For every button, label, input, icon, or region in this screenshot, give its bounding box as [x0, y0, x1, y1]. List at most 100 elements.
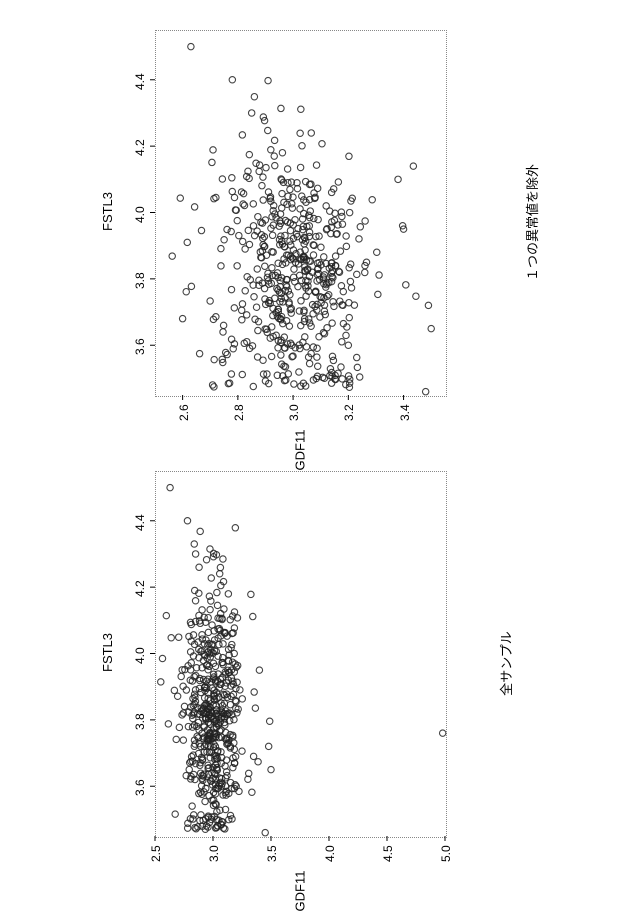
scatter-point	[268, 353, 274, 359]
scatter-point	[209, 159, 215, 165]
scatter-point	[251, 94, 257, 100]
scatter-point	[202, 798, 208, 804]
scatter-point	[318, 244, 324, 250]
scatter-point	[298, 322, 304, 328]
scatter-point	[239, 317, 245, 323]
scatter-point	[205, 629, 211, 635]
scatter-point	[189, 803, 195, 809]
scatter-point	[298, 298, 304, 304]
scatter-point	[217, 564, 223, 570]
ytick-label: 4.2	[133, 139, 147, 156]
scatter-point	[214, 589, 220, 595]
scatter-point	[221, 606, 227, 612]
scatter-point	[343, 243, 349, 249]
scatter-point	[228, 286, 234, 292]
scatter-point	[265, 77, 271, 83]
scatter-point	[346, 314, 352, 320]
scatter-point	[221, 237, 227, 243]
scatter-point	[335, 222, 341, 228]
scatter-point	[172, 811, 178, 817]
panel-bottom: 2.53.03.54.04.55.03.63.84.04.24.4 GDF11 …	[0, 441, 640, 882]
scatter-point	[232, 525, 238, 531]
scatter-point	[315, 363, 321, 369]
scatter-point	[191, 541, 197, 547]
ytick-label: 4.0	[133, 206, 147, 223]
scatter-point	[347, 278, 353, 284]
scatter-point	[237, 687, 243, 693]
scatter-point	[260, 197, 266, 203]
scatter-point	[176, 634, 182, 640]
scatter-point	[228, 371, 234, 377]
scatter-point	[299, 143, 305, 149]
scatter-point	[268, 766, 274, 772]
scatter-point	[178, 673, 184, 679]
xtick-label: 2.5	[149, 845, 163, 862]
ytick-label: 4.4	[133, 73, 147, 90]
scatter-point	[376, 272, 382, 278]
scatter-point	[256, 168, 262, 174]
scatter-point	[357, 224, 363, 230]
scatter-point	[272, 295, 278, 301]
scatter-point	[287, 186, 293, 192]
scatter-point	[362, 218, 368, 224]
scatter-point	[275, 345, 281, 351]
scatter-point	[234, 217, 240, 223]
scatter-point	[255, 759, 261, 765]
scatter-point	[191, 204, 197, 210]
scatter-point	[338, 364, 344, 370]
scatter-point	[278, 105, 284, 111]
xtick-label: 4.0	[323, 845, 337, 862]
scatter-point	[179, 315, 185, 321]
scatter-point	[284, 166, 290, 172]
scatter-point	[425, 302, 431, 308]
scatter-point	[208, 575, 214, 581]
scatter-point	[410, 163, 416, 169]
scatter-point	[184, 518, 190, 524]
scatter-point	[263, 164, 269, 170]
xtick-label: 3.5	[265, 845, 279, 862]
scatter-point	[319, 141, 325, 147]
scatter-point	[234, 263, 240, 269]
scatter-point	[239, 132, 245, 138]
scatter-point	[340, 288, 346, 294]
xtick-label: 3.4	[398, 404, 412, 421]
scatter-point	[330, 357, 336, 363]
scatter-point	[239, 748, 245, 754]
scatter-point	[413, 293, 419, 299]
scatter-point	[229, 77, 235, 83]
scatter-point	[330, 299, 336, 305]
scatter-point	[269, 232, 275, 238]
scatter-point	[192, 598, 198, 604]
scatter-point	[159, 655, 165, 661]
scatter-point	[317, 314, 323, 320]
title-top: １つの異常値を除外	[522, 163, 541, 280]
scatter-point	[315, 216, 321, 222]
scatter-point	[180, 737, 186, 743]
scatter-point	[314, 354, 320, 360]
scatter-point	[218, 245, 224, 251]
xtick-label: 2.6	[177, 404, 191, 421]
scatter-point	[262, 829, 268, 835]
ytick-label: 3.6	[133, 780, 147, 797]
scatter-point	[219, 176, 225, 182]
scatter-point	[306, 360, 312, 366]
scatter-point	[321, 272, 327, 278]
scatter-point	[265, 743, 271, 749]
scatter-point	[279, 150, 285, 156]
scatter-point	[422, 388, 428, 394]
scatter-point	[211, 384, 217, 390]
xtick-label: 3.2	[342, 404, 356, 421]
ytick-label: 4.4	[133, 514, 147, 531]
scatter-point	[220, 329, 226, 335]
scatter-point	[346, 153, 352, 159]
scatter-point	[188, 283, 194, 289]
scatter-point	[327, 208, 333, 214]
scatter-point	[310, 311, 316, 317]
scatter-point	[244, 312, 250, 318]
ytick-label: 3.8	[133, 272, 147, 289]
scatter-point	[250, 753, 256, 759]
scatter-point	[403, 282, 409, 288]
scatter-point	[337, 248, 343, 254]
scatter-point	[211, 356, 217, 362]
scatter-point	[343, 332, 349, 338]
